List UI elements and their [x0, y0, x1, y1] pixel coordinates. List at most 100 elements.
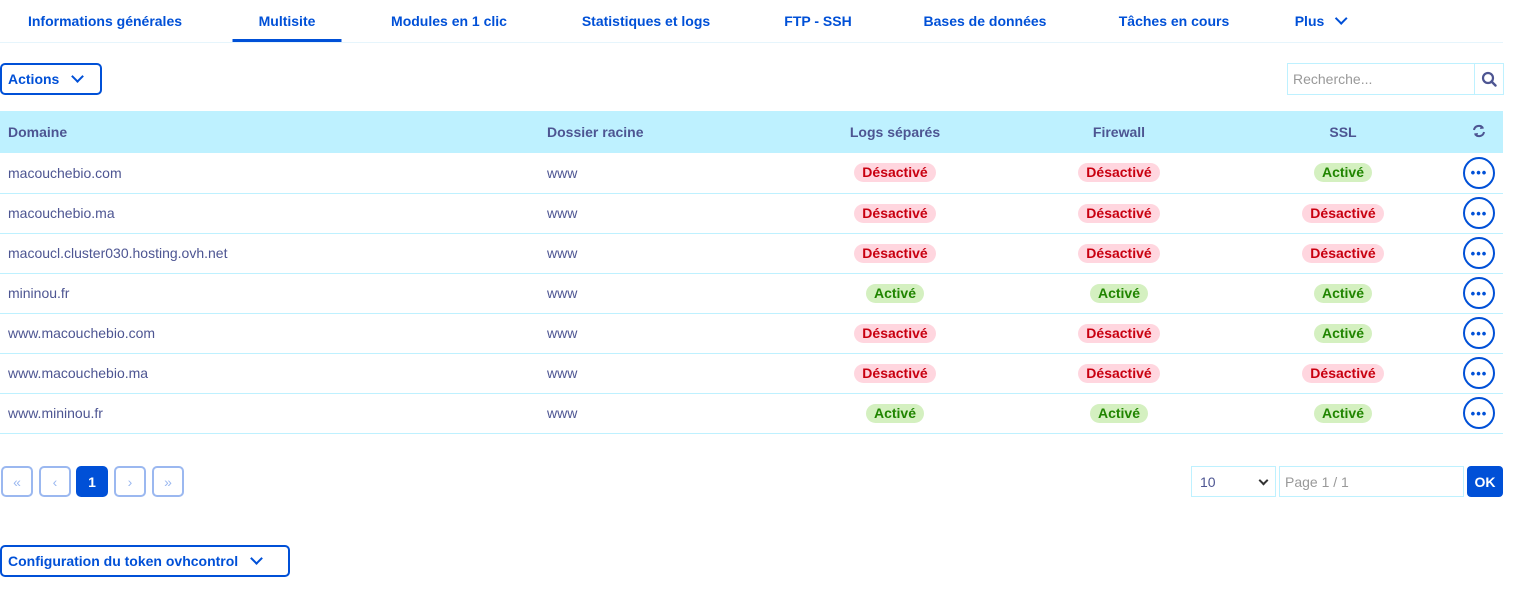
root-folder-cell: www	[539, 273, 783, 314]
root-folder-cell: www	[539, 353, 783, 394]
status-cell: Activé	[1007, 273, 1231, 314]
logs-status-badge: Activé	[865, 283, 925, 303]
last-page-button[interactable]: »	[152, 466, 184, 497]
first-page-button[interactable]: «	[1, 466, 33, 497]
more-actions-button[interactable]: •••	[1463, 397, 1495, 429]
logs-status-badge: Activé	[865, 403, 925, 423]
domain-cell: www.macouchebio.com	[0, 313, 539, 354]
status-cell: Désactivé	[1007, 153, 1231, 194]
tab-plus[interactable]: Plus	[1294, 0, 1348, 42]
more-actions-button[interactable]: •••	[1463, 197, 1495, 229]
root-folder-cell: www	[539, 193, 783, 234]
status-cell: Désactivé	[1007, 313, 1231, 354]
page-input[interactable]: Page 1 / 1	[1279, 466, 1464, 497]
ssl-status-badge: Désactivé	[1302, 203, 1384, 223]
table-row: www.macouchebio.com www Désactivé Désactiv…	[0, 313, 1503, 354]
status-cell: Désactivé	[1007, 193, 1231, 234]
status-cell: Activé	[1231, 273, 1455, 314]
multisite-table: Domaine Dossier racine Logs séparés Fire…	[0, 111, 1503, 434]
status-cell: Activé	[1231, 393, 1455, 434]
status-cell: Désactivé	[1231, 233, 1455, 274]
tab-ftp-ssh[interactable]: FTP - SSH	[784, 13, 852, 29]
status-cell: Désactivé	[783, 193, 1007, 234]
tab-statistiques[interactable]: Statistiques et logs	[581, 13, 711, 29]
header-dossier-racine[interactable]: Dossier racine	[539, 111, 783, 153]
prev-page-button[interactable]: ‹	[39, 466, 71, 497]
firewall-status-badge: Désactivé	[1078, 363, 1160, 383]
row-actions-cell: •••	[1455, 233, 1503, 274]
next-page-button[interactable]: ›	[114, 466, 146, 497]
page-1-button[interactable]: 1	[76, 466, 108, 497]
status-cell: Activé	[783, 273, 1007, 314]
root-folder-cell: www	[539, 233, 783, 274]
firewall-status-badge: Désactivé	[1078, 323, 1160, 343]
chevron-down-icon	[250, 552, 264, 565]
status-cell: Désactivé	[1231, 193, 1455, 234]
ssl-status-badge: Activé	[1313, 323, 1373, 343]
header-firewall[interactable]: Firewall	[1007, 111, 1231, 153]
logs-status-badge: Désactivé	[854, 203, 936, 223]
domain-cell: www.macouchebio.ma	[0, 353, 539, 394]
search-box	[1287, 63, 1504, 95]
header-logs-separes[interactable]: Logs séparés	[783, 111, 1007, 153]
tab-informations-generales[interactable]: Informations générales	[27, 13, 183, 29]
header-ssl[interactable]: SSL	[1231, 111, 1455, 153]
header-domaine[interactable]: Domaine	[0, 111, 539, 153]
table-row: macoucl.cluster030.hosting.ovh.net www Dé…	[0, 233, 1503, 274]
domain-cell: macouchebio.ma	[0, 193, 539, 234]
tab-taches[interactable]: Tâches en cours	[1118, 13, 1230, 29]
firewall-status-badge: Activé	[1089, 283, 1149, 303]
chevron-down-icon	[1258, 475, 1269, 486]
table-row: mininou.fr www Activé Activé Activé •••	[0, 273, 1503, 314]
logs-status-badge: Désactivé	[854, 323, 936, 343]
token-config-label: Configuration du token ovhcontrol	[8, 553, 239, 569]
more-actions-button[interactable]: •••	[1463, 237, 1495, 269]
row-actions-cell: •••	[1455, 153, 1503, 194]
status-cell: Désactivé	[783, 233, 1007, 274]
token-config-button[interactable]: Configuration du token ovhcontrol	[0, 545, 290, 577]
logs-status-badge: Désactivé	[854, 243, 936, 263]
ssl-status-badge: Désactivé	[1302, 363, 1384, 383]
tab-bases-de-donnees[interactable]: Bases de données	[923, 13, 1047, 29]
more-actions-button[interactable]: •••	[1463, 156, 1495, 189]
more-actions-button[interactable]: •••	[1463, 357, 1495, 389]
page-size-select[interactable]: 10	[1191, 466, 1276, 497]
domain-cell: macouchebio.com	[0, 153, 539, 194]
tab-plus-label: Plus	[1294, 13, 1325, 29]
tab-modules[interactable]: Modules en 1 clic	[391, 13, 507, 29]
refresh-button[interactable]	[1455, 111, 1503, 153]
status-cell: Activé	[783, 393, 1007, 434]
table-header: Domaine Dossier racine Logs séparés Fire…	[0, 111, 1503, 153]
tab-bar: Informations générales Multisite Modules…	[0, 0, 1503, 43]
more-actions-button[interactable]: •••	[1463, 277, 1495, 309]
ssl-status-badge: Activé	[1313, 283, 1373, 303]
table-row: www.macouchebio.ma www Désactivé Désactivé…	[0, 353, 1503, 394]
status-cell: Désactivé	[1007, 353, 1231, 394]
logs-status-badge: Désactivé	[854, 163, 936, 183]
page-size-value: 10	[1200, 474, 1216, 490]
row-actions-cell: •••	[1455, 313, 1503, 354]
firewall-status-badge: Désactivé	[1078, 203, 1160, 223]
root-folder-cell: www	[539, 313, 783, 354]
firewall-status-badge: Désactivé	[1078, 163, 1160, 183]
status-cell: Désactivé	[1007, 233, 1231, 274]
domain-cell: macoucl.cluster030.hosting.ovh.net	[0, 233, 539, 274]
ok-button[interactable]: OK	[1467, 466, 1503, 497]
status-cell: Activé	[1007, 393, 1231, 434]
row-actions-cell: •••	[1455, 353, 1503, 394]
table-row: www.mininou.fr www Activé Activé Activé •••	[0, 393, 1503, 434]
search-icon	[1481, 71, 1497, 87]
ssl-status-badge: Activé	[1313, 163, 1373, 183]
status-cell: Activé	[1231, 313, 1455, 354]
more-actions-button[interactable]: •••	[1463, 317, 1495, 349]
status-cell: Désactivé	[783, 153, 1007, 194]
tab-multisite[interactable]: Multisite	[232, 0, 342, 42]
search-button[interactable]	[1474, 64, 1503, 94]
table-row: macouchebio.com www Désactivé Désactivé Act…	[0, 153, 1503, 194]
actions-button[interactable]: Actions	[0, 63, 102, 95]
ssl-status-badge: Activé	[1313, 403, 1373, 423]
row-actions-cell: •••	[1455, 273, 1503, 314]
domain-cell: www.mininou.fr	[0, 393, 539, 434]
search-input[interactable]	[1288, 64, 1474, 94]
root-folder-cell: www	[539, 393, 783, 434]
